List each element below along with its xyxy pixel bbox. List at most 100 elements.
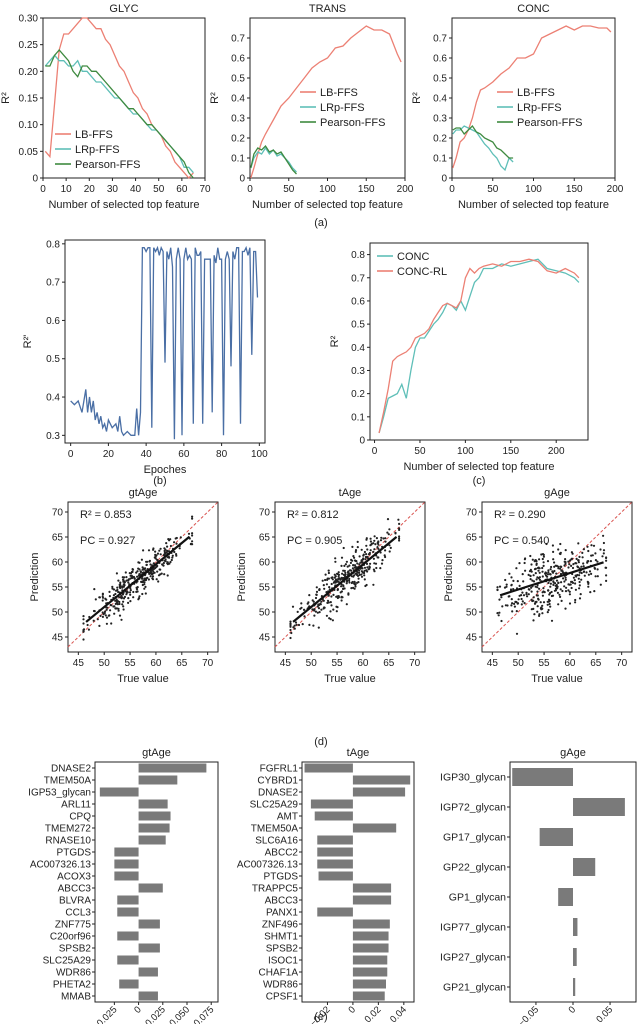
data-point <box>373 548 376 551</box>
plot-frame <box>301 761 415 1003</box>
data-point <box>515 567 518 570</box>
data-point <box>322 584 325 587</box>
shap-bar <box>119 979 139 989</box>
data-point <box>538 567 541 570</box>
y-tick-label: 0.2 <box>351 389 365 400</box>
legend-label: CONC <box>397 251 429 263</box>
feature-label: C20orf96 <box>50 932 92 943</box>
data-point <box>154 550 157 553</box>
data-point <box>510 602 514 605</box>
data-point <box>601 555 604 558</box>
data-point <box>121 603 124 606</box>
data-point <box>375 537 378 540</box>
data-point <box>586 561 589 564</box>
data-point <box>532 607 535 611</box>
data-point <box>571 566 575 570</box>
feature-label: ZNF775 <box>55 920 92 931</box>
data-point <box>538 587 541 590</box>
data-point <box>536 576 539 579</box>
data-point <box>125 579 128 582</box>
data-point <box>178 547 181 550</box>
data-point <box>567 566 570 569</box>
data-point <box>524 569 527 572</box>
data-point <box>344 573 347 576</box>
data-point <box>125 593 128 596</box>
x-tick-label: 65 <box>383 658 395 669</box>
data-point <box>175 542 178 545</box>
data-point <box>324 573 327 576</box>
shap-bar <box>138 967 158 977</box>
data-point <box>166 549 169 553</box>
x-axis-label: Number of selected top feature <box>252 199 403 211</box>
data-point <box>173 550 176 554</box>
y-tick-label: 0.3 <box>351 366 365 377</box>
data-point <box>138 574 141 577</box>
data-point <box>382 537 385 540</box>
pc-annotation: PC = 0.905 <box>287 535 342 547</box>
data-point <box>531 599 534 603</box>
y-tick-label: 0.4 <box>433 94 447 105</box>
panel-b: 0 20 40 60 80 100 0.3 0.4 0.5 0.6 0.7 0.8 Epoches R²' <box>22 239 268 476</box>
data-point <box>132 590 135 594</box>
data-point <box>564 578 567 581</box>
data-point <box>564 562 567 566</box>
shap-bar <box>138 943 160 953</box>
data-point <box>515 600 518 604</box>
legend-label: LRp-FFS <box>75 144 120 156</box>
y-tick-label: 50 <box>52 608 64 619</box>
x-tick-label: 70 <box>409 658 421 669</box>
data-point <box>101 593 104 596</box>
data-point <box>127 578 130 581</box>
data-point <box>82 628 86 631</box>
chart-title: gAge <box>560 747 586 759</box>
data-point <box>372 557 375 560</box>
panel-a2: TRANS 0 50 100 150 200 0 0.1 0.2 0.3 0.4 0.5 0.6 0.7 N… <box>209 3 414 211</box>
data-point <box>538 578 542 581</box>
data-point <box>578 587 581 590</box>
data-point <box>586 580 589 584</box>
data-point <box>155 578 158 581</box>
data-point <box>82 618 85 621</box>
data-point <box>303 608 306 611</box>
data-point <box>348 564 351 567</box>
data-point <box>300 602 303 605</box>
data-point <box>379 567 382 570</box>
data-point <box>510 604 513 607</box>
feature-label: GP21_glycan <box>443 982 506 994</box>
data-point <box>518 562 521 565</box>
x-tick-label: 0.075 <box>192 1004 217 1024</box>
data-point <box>559 542 562 546</box>
data-point <box>550 565 553 569</box>
data-point <box>587 582 590 586</box>
y-tick-label: 0.5 <box>351 320 365 331</box>
data-point <box>166 556 169 559</box>
data-point <box>315 586 318 589</box>
data-point <box>386 518 390 521</box>
data-point <box>570 564 573 568</box>
y-axis-label: Prediction <box>443 553 455 602</box>
feature-label: FGFRL1 <box>260 764 299 775</box>
data-point <box>552 558 555 561</box>
data-point <box>546 603 549 606</box>
data-point <box>589 560 593 563</box>
data-point <box>542 601 546 604</box>
data-point <box>118 600 121 604</box>
data-point <box>289 625 292 628</box>
data-point <box>129 587 132 590</box>
data-point <box>592 544 596 547</box>
shap-bar <box>99 787 139 797</box>
x-tick-label: 20 <box>84 184 96 195</box>
feature-label: ACOX3 <box>57 872 91 883</box>
y-tick-label: 50 <box>259 608 271 619</box>
shap-bar <box>352 919 390 929</box>
shap-bar <box>117 931 139 941</box>
x-tick-label: 55 <box>125 658 137 669</box>
x-tick-label: 45 <box>487 658 499 669</box>
y-axis-label: Prediction <box>236 553 248 602</box>
data-point <box>578 597 582 600</box>
feature-label: CYBRD1 <box>257 776 298 787</box>
data-point <box>342 569 345 572</box>
x-tick-label: 55 <box>539 658 551 669</box>
data-point <box>126 590 129 593</box>
data-point <box>324 578 327 582</box>
